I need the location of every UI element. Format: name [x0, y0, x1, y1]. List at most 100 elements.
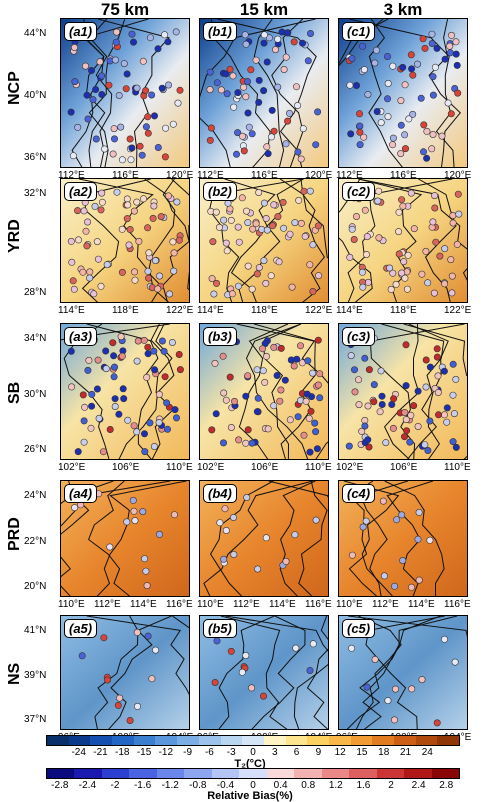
station-marker: [314, 381, 322, 389]
station-marker: [124, 201, 132, 209]
lat-tick: 24°N: [24, 490, 47, 501]
station-marker: [410, 402, 418, 410]
station-marker: [452, 443, 460, 451]
station-marker: [226, 65, 234, 73]
station-marker: [279, 198, 287, 206]
station-marker: [397, 150, 405, 158]
colorbar-tick: 9: [315, 747, 322, 758]
station-marker: [80, 417, 88, 425]
station-marker: [71, 504, 79, 512]
map-panel: (a2): [60, 178, 190, 303]
colorbar-segment: [263, 736, 286, 745]
station-marker: [297, 219, 305, 227]
lon-tick: 112°E: [58, 170, 85, 181]
station-marker: [91, 202, 99, 210]
station-marker: [69, 152, 77, 160]
station-marker: [404, 251, 412, 259]
province-boundary: [279, 481, 316, 596]
station-marker: [92, 135, 100, 143]
station-marker: [171, 511, 179, 519]
colorbar-tick: -0.4: [216, 780, 235, 791]
station-marker: [151, 112, 159, 120]
station-marker: [375, 187, 383, 195]
station-marker: [361, 354, 369, 362]
station-marker: [363, 683, 371, 691]
station-marker: [120, 60, 128, 68]
station-marker: [383, 95, 391, 103]
station-marker: [97, 206, 105, 214]
map-panel: (a4): [60, 480, 190, 597]
station-marker: [168, 339, 176, 347]
station-marker: [441, 245, 449, 253]
station-marker: [435, 411, 443, 419]
station-marker: [312, 516, 320, 524]
station-marker: [157, 213, 165, 221]
station-marker: [428, 145, 436, 153]
station-marker: [438, 132, 446, 140]
station-marker: [227, 647, 235, 655]
station-marker: [422, 247, 430, 255]
map-field: [61, 19, 189, 167]
station-marker: [213, 279, 221, 287]
station-marker: [375, 234, 383, 242]
station-marker: [424, 279, 432, 287]
province-boundary: [224, 179, 281, 302]
station-marker: [116, 694, 124, 702]
station-marker: [249, 225, 257, 233]
station-marker: [165, 192, 173, 200]
station-marker: [221, 505, 229, 513]
station-marker: [260, 39, 268, 47]
colorbar-tick: -6: [204, 747, 214, 758]
station-marker: [382, 439, 390, 447]
province-boundary: [96, 481, 187, 596]
station-marker: [162, 124, 170, 132]
station-marker: [117, 123, 125, 131]
station-marker: [87, 424, 95, 432]
station-marker: [351, 366, 359, 374]
station-marker: [401, 145, 409, 153]
station-marker: [395, 228, 403, 236]
province-boundary: [251, 616, 306, 729]
station-marker: [176, 366, 184, 374]
station-marker: [245, 123, 253, 131]
station-marker: [144, 224, 152, 232]
province-boundary: [300, 179, 326, 302]
colorbar-tick: 6: [293, 747, 300, 758]
lon-tick: 110°E: [58, 599, 85, 610]
station-marker: [316, 394, 324, 402]
station-marker: [67, 108, 75, 116]
station-marker: [362, 517, 370, 525]
station-marker: [154, 45, 162, 53]
map-field: [339, 324, 467, 459]
station-marker: [255, 189, 263, 197]
map-panel: (b3): [199, 323, 329, 460]
lon-tick: 112°E: [197, 170, 224, 181]
station-marker: [270, 343, 278, 351]
station-marker: [401, 274, 409, 282]
lon-tick: 116°E: [444, 599, 471, 610]
station-marker: [111, 403, 119, 411]
map-panel: (b2): [199, 178, 329, 303]
station-marker: [264, 150, 272, 158]
station-marker: [449, 360, 457, 368]
panel-label: (b5): [203, 619, 237, 638]
station-marker: [75, 236, 83, 244]
station-marker: [401, 131, 409, 139]
station-marker: [215, 223, 223, 231]
station-marker: [391, 685, 399, 693]
province-boundary: [238, 324, 289, 459]
station-marker: [131, 276, 139, 284]
lon-tick: 114°E: [269, 599, 296, 610]
station-marker: [446, 42, 454, 50]
province-boundary: [358, 616, 402, 729]
lat-tick: 28°N: [24, 287, 47, 298]
station-marker: [356, 141, 364, 149]
station-marker: [211, 678, 219, 686]
colorbar-tick: -2.4: [78, 780, 97, 791]
station-marker: [292, 644, 300, 652]
station-marker: [401, 409, 409, 417]
station-marker: [94, 255, 102, 263]
station-marker: [240, 83, 248, 91]
station-marker: [230, 551, 238, 559]
station-marker: [433, 44, 441, 52]
